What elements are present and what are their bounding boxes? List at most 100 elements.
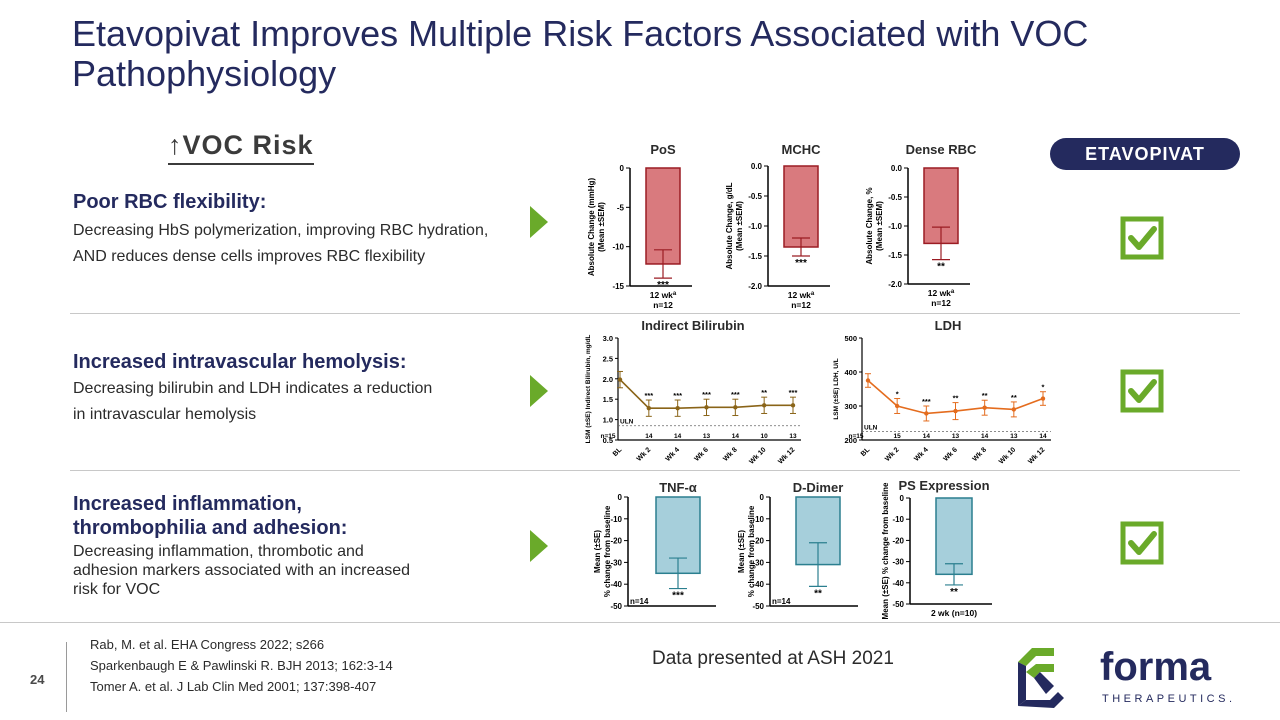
x-tick-label: Wk 12 bbox=[777, 446, 796, 465]
logo-name: forma bbox=[1100, 645, 1212, 689]
x-category-superscript: a bbox=[951, 289, 955, 295]
x-category-superscript: a bbox=[673, 291, 677, 297]
n-label: n=14 bbox=[772, 597, 791, 606]
chart-title: LDH bbox=[935, 318, 962, 333]
significance-label: *** bbox=[789, 388, 798, 397]
significance-label: ** bbox=[1011, 393, 1017, 402]
n-label: n=14 bbox=[630, 597, 649, 606]
row-1-text: Decreasing HbS polymerization, improving… bbox=[73, 222, 489, 265]
n-label: n=12 bbox=[791, 300, 811, 310]
y-axis-label: LSM (±SE) LDH, U/L bbox=[833, 358, 840, 419]
y-tick-label: -5 bbox=[617, 203, 625, 212]
data-point bbox=[646, 405, 652, 411]
data-point bbox=[982, 405, 987, 410]
n-label: n=12 bbox=[653, 300, 673, 310]
page-title: Etavopivat Improves Multiple Risk Factor… bbox=[72, 13, 1089, 94]
y-axis-label: Mean (±SE) % change from baseline bbox=[881, 482, 890, 619]
y-tick-label: -1.5 bbox=[888, 251, 902, 260]
chart-title: TNF-α bbox=[659, 480, 697, 495]
y-tick-label: 500 bbox=[844, 334, 857, 343]
significance-label: ** bbox=[982, 391, 988, 400]
y-tick-label: -1.0 bbox=[888, 222, 902, 231]
data-point bbox=[953, 408, 958, 414]
play-arrow-icon bbox=[530, 375, 548, 407]
uln-label: ULN bbox=[620, 419, 634, 426]
data-point bbox=[1011, 407, 1017, 412]
data-point bbox=[790, 403, 796, 408]
y-tick-label: -40 bbox=[610, 580, 622, 589]
x-tick-label: Wk 2 bbox=[884, 446, 901, 463]
y-tick-label: 0 bbox=[618, 493, 623, 502]
y-tick-label: -20 bbox=[610, 537, 622, 546]
y-tick-label: -50 bbox=[610, 602, 622, 611]
x-tick-label: Wk 8 bbox=[722, 446, 739, 463]
row-3-heading: Increased inflammation, thrombophilia an… bbox=[73, 493, 348, 539]
significance-label: *** bbox=[702, 390, 711, 399]
logo-subtitle: THERAPEUTICS. bbox=[1102, 693, 1236, 705]
significance-label: * bbox=[1042, 383, 1045, 392]
y-tick-label: -30 bbox=[752, 558, 764, 567]
bar bbox=[935, 497, 973, 576]
checkbox-checked-icon bbox=[1120, 216, 1164, 260]
row-1-heading: Poor RBC flexibility: bbox=[73, 191, 267, 213]
significance-label: ** bbox=[761, 388, 767, 397]
data-point bbox=[761, 403, 767, 408]
y-tick-label: -50 bbox=[892, 600, 904, 609]
n-label: 14 bbox=[732, 433, 740, 440]
y-tick-label: 2.5 bbox=[603, 354, 613, 363]
y-axis-label: LSM (±SE) Indirect Bilirubin, mg/dL bbox=[585, 335, 592, 444]
data-point bbox=[675, 405, 680, 411]
x-tick-label: Wk 2 bbox=[636, 446, 653, 463]
y-tick-label: -50 bbox=[752, 602, 764, 611]
significance-label: ** bbox=[953, 394, 959, 403]
reference-3: Tomer A. et al. J Lab Clin Med 2001; 137… bbox=[90, 679, 377, 694]
y-tick-label: -20 bbox=[892, 536, 904, 545]
y-tick-label: 0.5 bbox=[603, 436, 613, 445]
data-point bbox=[617, 377, 623, 382]
n-label: 13 bbox=[952, 433, 960, 440]
references: Rab, M. et al. EHA Congress 2022; s266 S… bbox=[90, 634, 393, 697]
n-label: 14 bbox=[674, 433, 682, 440]
n-label: 13 bbox=[789, 433, 797, 440]
y-tick-label: 0 bbox=[620, 164, 625, 173]
n-label: 14 bbox=[1039, 433, 1047, 440]
divider bbox=[70, 470, 1240, 471]
y-tick-label: -10 bbox=[610, 515, 622, 524]
y-axis-label: % change from baseline bbox=[747, 505, 756, 597]
data-point bbox=[1040, 396, 1046, 401]
x-tick-label: Wk 4 bbox=[913, 446, 930, 463]
y-tick-label: -1.0 bbox=[748, 222, 762, 231]
y-axis-label: (Mean ±SEM) bbox=[597, 202, 606, 252]
y-tick-label: 0.0 bbox=[891, 164, 903, 173]
n-label: 14 bbox=[923, 433, 931, 440]
x-tick-label: Wk 12 bbox=[1027, 446, 1046, 465]
y-tick-label: 3.0 bbox=[603, 334, 613, 343]
data-point bbox=[894, 403, 900, 409]
chart-tnf-alpha: TNF-α 0 -10 -20 -30 -40 -50 Mean (±SE)% change … bbox=[593, 480, 716, 611]
y-tick-label: -1.5 bbox=[748, 252, 762, 261]
y-tick-label: 0.0 bbox=[751, 162, 763, 171]
y-tick-label: -15 bbox=[612, 282, 624, 291]
n-label: n=15 bbox=[601, 433, 616, 440]
uln-label: ULN bbox=[864, 425, 878, 432]
forma-logo-mark-icon bbox=[1018, 648, 1064, 708]
y-tick-label: -10 bbox=[752, 515, 764, 524]
y-tick-label: -30 bbox=[610, 558, 622, 567]
y-tick-label: 0 bbox=[760, 493, 765, 502]
chart-mchc: MCHC 0.0 -0.5 -1.0 -1.5 -2.0 Absolute Change, … bbox=[725, 142, 830, 310]
significance-label: *** bbox=[795, 258, 807, 269]
y-tick-label: -40 bbox=[892, 579, 904, 588]
data-point bbox=[924, 411, 929, 416]
significance-label: * bbox=[896, 390, 899, 399]
n-label: 15 bbox=[894, 433, 902, 440]
play-arrow-icon bbox=[530, 206, 548, 238]
y-tick-label: -40 bbox=[752, 580, 764, 589]
footer-divider bbox=[0, 622, 1280, 623]
row-2-text: Decreasing bilirubin and LDH indicates a… bbox=[73, 380, 433, 423]
data-point bbox=[733, 405, 738, 410]
chart-title: Indirect Bilirubin bbox=[641, 318, 744, 333]
voc-risk-label: VOC Risk bbox=[182, 130, 314, 160]
x-tick-label: Wk 6 bbox=[942, 446, 959, 463]
voc-risk-heading: ↑VOC Risk bbox=[168, 130, 314, 165]
